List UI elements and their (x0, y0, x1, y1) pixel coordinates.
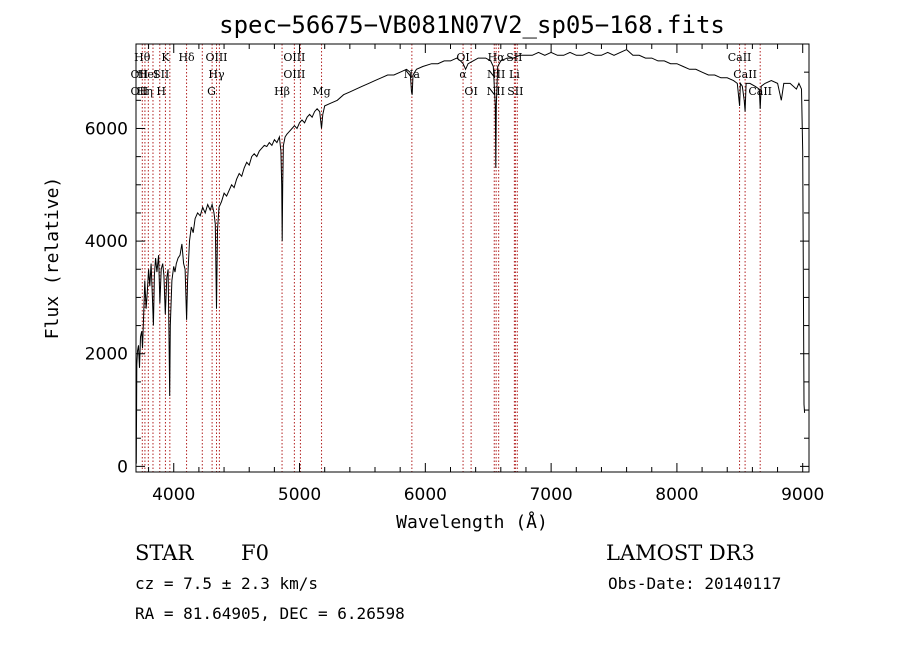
plot-frame (135, 43, 810, 473)
x-axis-label: Wavelength (Å) (396, 511, 548, 533)
line-marker-label: OIII (205, 51, 227, 64)
line-label: Na (404, 68, 421, 81)
line-label: Hη (137, 85, 153, 98)
x-tick-label: 9000 (781, 485, 824, 505)
line-label: CaII (748, 85, 772, 98)
y-axis: 0 2000 4000 6000 (85, 71, 809, 477)
line-marker-label: K (161, 51, 170, 64)
coordinates-label: RA = 81.64905, DEC = 6.26598 (135, 604, 405, 623)
line-label: Li (509, 68, 520, 81)
y-tick-label: 4000 (85, 232, 128, 252)
line-label: OIII (283, 68, 305, 81)
subclass-label: F0 (241, 541, 269, 565)
line-label: OII (131, 85, 149, 98)
y-tick-label: 0 (117, 457, 128, 477)
x-axis: 4000 5000 6000 7000 8000 9000 (148, 44, 824, 505)
spectrum-line (135, 49, 806, 464)
line-markers (141, 44, 761, 472)
line-marker-label: CaII (728, 51, 752, 64)
line-marker-label: OIII (283, 51, 305, 64)
line-marker-label: Hα (488, 51, 506, 64)
line-marker-label: OI (456, 51, 469, 64)
y-tick-label: 2000 (85, 345, 128, 365)
line-label: SII (507, 85, 523, 98)
line-marker-label: Hδ (178, 51, 195, 64)
line-label: Hγ (208, 68, 225, 81)
line-label: NII (487, 68, 505, 81)
obs-date-label: Obs-Date: 20140117 (608, 574, 781, 593)
line-label: I (154, 68, 158, 81)
line-label: α (459, 68, 467, 81)
x-tick-label: 6000 (404, 485, 447, 505)
y-tick-label: 6000 (85, 119, 128, 139)
y-axis-label: Flux (relative) (42, 177, 63, 340)
line-label: Mg (312, 85, 330, 98)
chart-title: spec−56675−VB081N07V2_sp05−168.fits (219, 11, 725, 39)
x-tick-label: 4000 (152, 485, 195, 505)
x-tick-label: 5000 (278, 485, 321, 505)
line-label: NII (487, 85, 505, 98)
x-tick-label: 8000 (655, 485, 698, 505)
line-label: H (156, 85, 166, 98)
line-label: CaII (733, 68, 757, 81)
x-tick-label: 7000 (529, 485, 572, 505)
redshift-label: cz = 7.5 ± 2.3 km/s (135, 574, 318, 593)
line-label: Hβ (274, 85, 290, 98)
class-label: STAR (135, 541, 194, 565)
line-label: OI (464, 85, 477, 98)
line-label: He (138, 68, 154, 81)
line-label: SII (153, 68, 169, 81)
line-label: OII (131, 68, 149, 81)
line-marker-label: Hθ (134, 51, 151, 64)
line-label: G (207, 85, 216, 98)
survey-label: LAMOST DR3 (606, 541, 755, 565)
